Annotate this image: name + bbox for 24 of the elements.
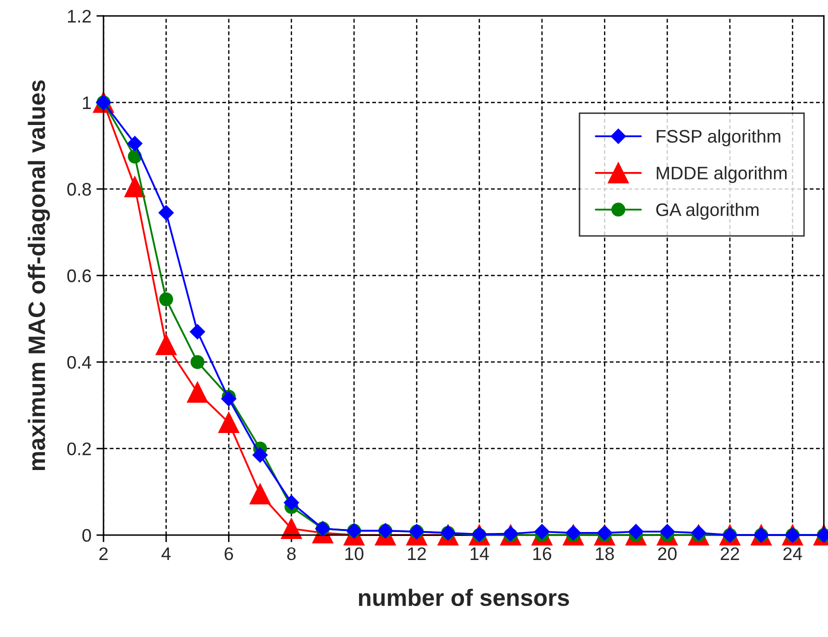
y-tick-label: 0.2: [67, 442, 91, 456]
x-tick-label: 14: [470, 548, 489, 560]
x-tick-label: 10: [345, 547, 364, 560]
y-tick-label: 0.8: [67, 182, 91, 196]
y-axis-title: maximum MAC off-diagonal values: [28, 80, 50, 470]
x-tick-label: 6: [224, 547, 234, 560]
legend-label: GA algorithm: [656, 202, 759, 220]
legend-label: FSSP algorithm: [656, 129, 780, 146]
x-tick-label: 24: [783, 547, 802, 560]
x-tick-label: 2: [99, 547, 108, 560]
x-tick-label: 20: [658, 547, 677, 560]
y-tick-label: 1.2: [68, 10, 91, 22]
x-tick-label: 12: [408, 547, 426, 560]
y-tick-label: 0: [82, 529, 91, 542]
x-tick-label: 16: [533, 547, 552, 560]
x-tick-label: 4: [162, 548, 171, 560]
y-tick-label: 1: [83, 96, 91, 109]
x-tick-label: 22: [720, 547, 740, 560]
x-tick-label: 8: [287, 547, 296, 560]
legend-label: MDDE algorithm: [656, 166, 787, 183]
x-axis-title: number of sensors: [358, 588, 569, 606]
x-tick-label: 18: [596, 547, 614, 560]
y-tick-label: 0.6: [67, 269, 91, 282]
y-tick-label: 0.4: [67, 356, 92, 369]
